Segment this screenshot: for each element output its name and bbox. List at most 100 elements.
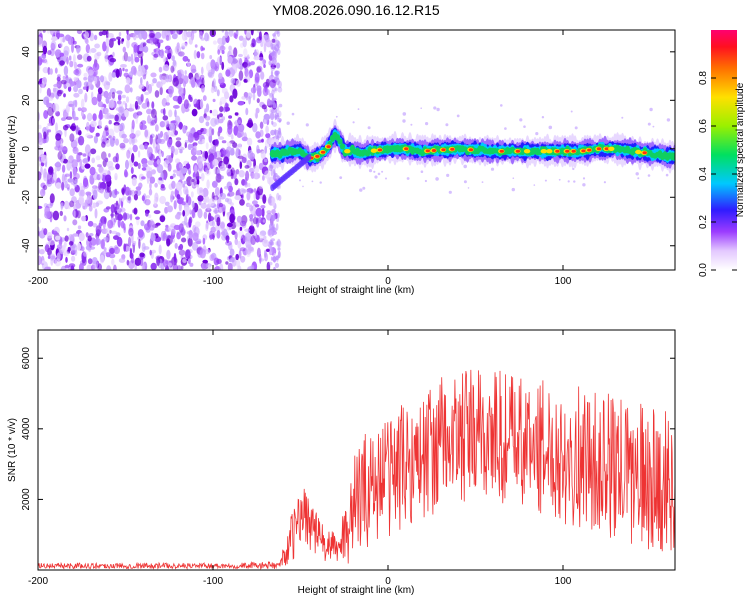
noise-speckle <box>238 70 244 81</box>
noise-speckle <box>68 263 76 268</box>
signal-peak <box>315 154 320 158</box>
noise-speckle <box>192 132 199 139</box>
noise-speckle <box>262 86 269 97</box>
noise-speckle <box>56 89 62 97</box>
noise-speckle <box>74 178 78 184</box>
noise-speckle <box>129 71 134 78</box>
faint-speckle <box>544 179 547 182</box>
noise-speckle <box>94 208 98 219</box>
faint-speckle <box>558 178 561 181</box>
noise-speckle <box>129 252 134 259</box>
snr-x-ticks: -200 -100 0 100 <box>28 330 572 587</box>
noise-speckle <box>252 200 258 206</box>
noise-speckle <box>159 130 164 138</box>
noise-speckle <box>268 176 274 187</box>
noise-speckle <box>138 30 144 40</box>
noise-speckle <box>99 181 107 190</box>
noise-speckle <box>120 64 127 68</box>
noise-speckle <box>153 53 159 58</box>
noise-speckle <box>172 77 179 87</box>
faint-speckle <box>435 177 439 181</box>
noise-speckle <box>101 151 107 161</box>
noise-speckle <box>65 77 69 82</box>
noise-speckle <box>207 264 211 270</box>
noise-speckle <box>177 95 183 105</box>
noise-speckle <box>204 32 209 42</box>
noise-speckle <box>50 42 56 51</box>
noise-speckle <box>85 232 89 238</box>
noise-speckle <box>212 233 215 241</box>
noise-speckle <box>171 180 176 189</box>
noise-speckle <box>55 133 62 141</box>
noise-speckle <box>251 38 256 48</box>
noise-speckle <box>72 146 79 154</box>
noise-speckle <box>265 78 270 87</box>
noise-speckle <box>108 166 115 171</box>
noise-speckle <box>149 32 155 38</box>
noise-speckle <box>255 112 258 119</box>
noise-speckle <box>42 58 48 64</box>
snr-y-label: SNR (10 * v/v) <box>7 418 18 482</box>
noise-speckle <box>173 148 179 156</box>
noise-speckle <box>154 31 162 39</box>
noise-speckle <box>159 86 163 96</box>
noise-speckle <box>245 30 252 39</box>
noise-speckle <box>230 257 235 263</box>
noise-speckle <box>190 191 194 198</box>
noise-speckle <box>60 143 63 147</box>
noise-speckle <box>247 183 251 188</box>
noise-speckle <box>102 41 107 52</box>
noise-speckle <box>237 265 242 270</box>
noise-speckle <box>78 135 85 146</box>
noise-speckle <box>126 149 131 159</box>
noise-speckle <box>233 125 239 136</box>
noise-speckle <box>238 143 242 148</box>
noise-speckle <box>38 56 43 66</box>
noise-speckle <box>92 202 97 209</box>
noise-speckle <box>216 56 223 66</box>
noise-speckle <box>38 149 44 158</box>
noise-speckle <box>42 126 48 135</box>
noise-speckle <box>61 244 65 253</box>
noise-speckle <box>144 129 149 138</box>
noise-speckle <box>205 128 212 137</box>
noise-speckle <box>56 30 60 33</box>
noise-speckle <box>106 112 112 120</box>
noise-speckle <box>173 169 178 173</box>
noise-speckle <box>210 86 215 94</box>
noise-speckle <box>187 237 193 247</box>
noise-speckle <box>77 127 81 132</box>
noise-speckle <box>73 76 79 81</box>
noise-speckle <box>238 154 243 165</box>
noise-speckle <box>178 223 184 233</box>
noise-speckle <box>78 263 84 270</box>
faint-speckle <box>385 177 387 180</box>
noise-speckle <box>59 155 64 163</box>
noise-speckle <box>202 95 207 102</box>
noise-speckle <box>109 99 115 109</box>
noise-speckle <box>196 186 200 195</box>
noise-speckle <box>275 73 279 77</box>
noise-speckle <box>83 81 89 87</box>
faint-speckle <box>299 179 301 182</box>
noise-speckle <box>71 103 75 112</box>
noise-speckle <box>53 172 57 181</box>
noise-speckle <box>156 256 161 267</box>
noise-speckle <box>164 173 167 181</box>
noise-speckle <box>122 46 127 53</box>
noise-speckle <box>264 145 268 154</box>
noise-speckle <box>252 92 256 101</box>
noise-speckle <box>201 66 204 75</box>
noise-speckle <box>67 187 70 191</box>
noise-speckle <box>66 56 69 65</box>
noise-speckle <box>42 66 49 74</box>
noise-speckle <box>157 50 163 58</box>
noise-speckle <box>150 119 156 126</box>
noise-speckle <box>275 223 279 231</box>
noise-speckle <box>113 124 120 133</box>
noise-speckle <box>244 67 249 78</box>
colorbar: 0.0 0.2 0.4 0.6 0.8 Normalized spectral ampl… <box>698 30 746 277</box>
noise-speckle <box>84 144 91 155</box>
noise-speckle <box>63 65 69 77</box>
